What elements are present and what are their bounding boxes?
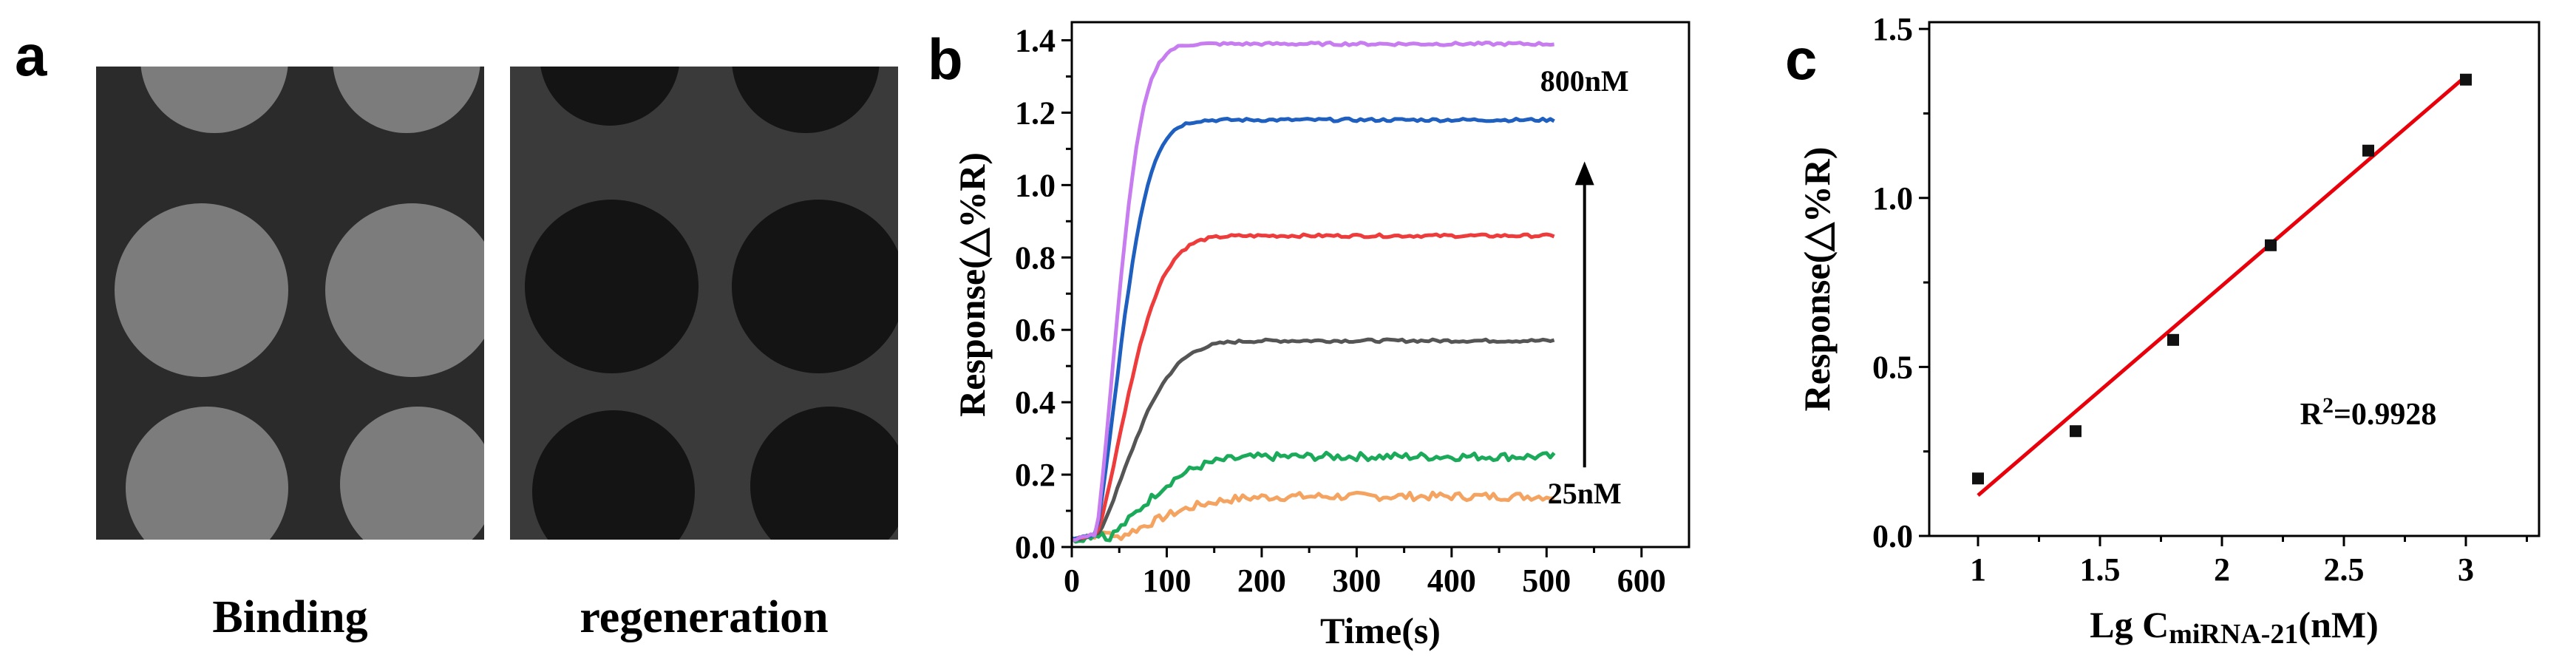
y-tick-label: 1.0 xyxy=(1015,167,1056,203)
binding-spot xyxy=(325,203,484,377)
regeneration-spot xyxy=(750,407,898,540)
x-tick-label: 1 xyxy=(1970,551,1986,588)
data-point xyxy=(2070,425,2081,438)
annotation-800nm: 800nM xyxy=(1540,64,1629,98)
series-line-2 xyxy=(1071,337,1555,541)
y-tick-label: 0.4 xyxy=(1015,384,1056,421)
x-tick-label: 100 xyxy=(1142,563,1191,599)
x-tick-label: 3 xyxy=(2458,551,2474,588)
regeneration-spot xyxy=(532,410,695,540)
data-point xyxy=(1972,472,1984,485)
x-tick-label: 400 xyxy=(1427,563,1476,599)
x-tick-label: 200 xyxy=(1237,563,1286,599)
r-squared-label: R2=0.9928 xyxy=(2300,393,2437,432)
y-tick-label: 1.2 xyxy=(1015,95,1056,131)
binding-spot xyxy=(126,407,288,540)
y-tick-label: 0.6 xyxy=(1015,312,1056,348)
regeneration-caption: regeneration xyxy=(580,592,829,642)
calibration-scatter-chart: 1 1.5 2 2.5 3 0.0 0.5 1.0 1.5 Lg CmiRNA-21(nM) Res… xyxy=(1796,11,2541,650)
x-tick-label: 300 xyxy=(1332,563,1381,599)
y-tick-label: 1.5 xyxy=(1872,11,1913,47)
x-tick-label: 600 xyxy=(1617,563,1666,599)
x-tick-label: 1.5 xyxy=(2080,551,2121,588)
kinetics-line-chart: 0 100 200 300 400 500 600 0.0 0.2 0.4 0.6 0.8 1.0 1.2… xyxy=(951,21,1690,651)
data-point xyxy=(2362,144,2374,157)
y-tick-label: 0.2 xyxy=(1015,457,1056,493)
concentration-arrow-head xyxy=(1574,161,1594,186)
panel-letter-b: b xyxy=(928,27,963,92)
panel-letter-c: c xyxy=(1785,27,1818,92)
panel-letter-a: a xyxy=(15,23,47,88)
series-line-4 xyxy=(1070,116,1555,543)
y-tick-label: 1.4 xyxy=(1015,22,1056,58)
x-tick-label: 500 xyxy=(1522,563,1571,599)
binding-spot xyxy=(340,407,484,540)
plot-frame xyxy=(1928,21,2541,537)
x-axis-label: Lg CmiRNA-21(nM) xyxy=(2090,604,2378,650)
annotation-25nm: 25nM xyxy=(1548,477,1622,510)
binding-spot xyxy=(333,67,480,133)
linear-fit-line xyxy=(1977,75,2467,497)
y-axis-label: Response(△%R) xyxy=(1796,147,1838,412)
y-tick-label: 0.0 xyxy=(1015,529,1056,566)
y-tick-label: 0.5 xyxy=(1872,349,1913,385)
x-tick-label: 2 xyxy=(2214,551,2230,588)
x-tick-label: 2.5 xyxy=(2324,551,2365,588)
plot-frame xyxy=(1070,21,1690,549)
data-point xyxy=(2265,239,2277,251)
data-point xyxy=(2167,333,2179,346)
series-line-0 xyxy=(1071,490,1554,543)
y-axis-label: Response(△%R) xyxy=(951,152,993,417)
data-point xyxy=(2460,73,2472,86)
binding-photo xyxy=(96,67,484,540)
binding-spot xyxy=(140,67,288,133)
binding-caption: Binding xyxy=(212,592,368,642)
y-tick-label: 0.0 xyxy=(1872,518,1913,554)
y-tick-label: 0.8 xyxy=(1015,240,1056,276)
y-tick-label: 1.0 xyxy=(1872,180,1913,217)
regeneration-spot xyxy=(732,200,898,373)
series-line-1 xyxy=(1070,450,1556,544)
regeneration-spot xyxy=(540,67,680,126)
binding-spot xyxy=(115,203,288,377)
x-tick-label: 0 xyxy=(1064,563,1080,599)
regeneration-spot xyxy=(525,200,699,373)
series-line-3 xyxy=(1071,232,1555,542)
series-line-5 xyxy=(1072,41,1554,542)
regeneration-photo xyxy=(510,67,898,540)
regeneration-spot xyxy=(732,67,880,133)
x-axis-label: Time(s) xyxy=(1320,610,1441,651)
